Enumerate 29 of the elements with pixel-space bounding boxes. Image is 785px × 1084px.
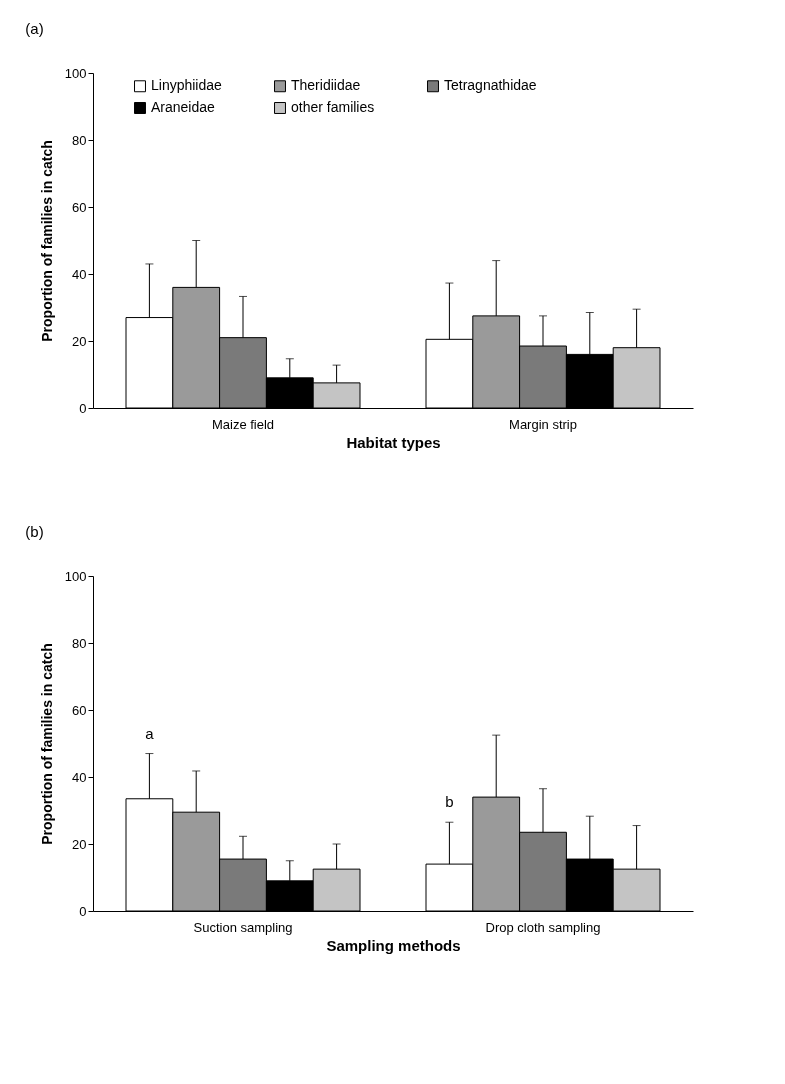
y-axis-title: Proportion of families in catch [38,643,55,845]
y-tick-label: 60 [72,702,87,718]
y-tick-label: 80 [72,635,87,651]
y-tick-label: 20 [72,836,87,852]
legend-label: Linyphiidae [151,77,223,94]
y-tick-label: 100 [64,568,87,584]
y-tick-label: 40 [72,266,87,282]
y-tick-label: 60 [72,199,87,215]
x-axis-title: Sampling methods [326,936,461,954]
y-tick-label: 20 [72,333,87,349]
chart-title: (b) [25,523,44,540]
y-tick-label: 100 [64,65,87,81]
x-tick-label: Suction sampling [193,919,293,935]
chart-title: (a) [25,20,44,37]
x-tick-label: Drop cloth sampling [485,919,601,935]
y-tick-label: 0 [79,903,87,919]
x-axis-title: Habitat types [346,433,441,451]
annotation: a [145,724,155,742]
x-tick-label: Maize field [211,416,275,432]
legend-label: other families [291,99,375,115]
legend-label: Araneidae [151,99,216,115]
y-tick-label: 40 [72,769,87,785]
y-axis-title: Proportion of families in catch [38,140,55,342]
y-tick-label: 80 [72,132,87,148]
legend-label: Theridiidae [291,77,361,94]
x-tick-label: Margin strip [509,416,577,432]
y-tick-label: 0 [79,400,87,416]
annotation: b [445,793,454,811]
legend-label: Tetragnathidae [444,77,537,94]
